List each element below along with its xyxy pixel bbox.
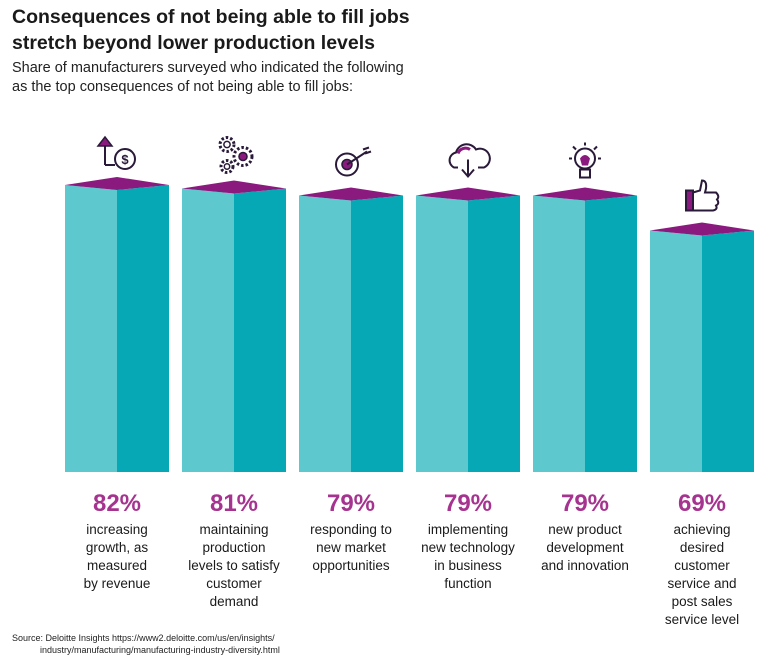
category-label-line: post sales <box>672 594 733 609</box>
chart-title-line-1: Consequences of not being able to fill j… <box>12 6 410 28</box>
category-label-line: implementing <box>428 522 508 537</box>
svg-text:$: $ <box>121 152 129 167</box>
bar-top-face <box>65 177 169 190</box>
bar-side-face <box>351 195 403 472</box>
bar-top-face <box>650 222 754 236</box>
bar-top-face <box>182 180 286 194</box>
target-icon <box>335 146 372 177</box>
category-label-line: by revenue <box>84 576 151 591</box>
gears-icon <box>218 136 254 174</box>
category-label-line: increasing <box>86 522 148 537</box>
cloud-download-icon <box>448 143 491 179</box>
category-label-line: demand <box>210 594 259 609</box>
category-label-line: desired <box>680 540 724 555</box>
category-label-line: maintaining <box>199 522 268 537</box>
source-line-1: Source: Deloitte Insights https://www2.d… <box>12 633 275 643</box>
category-label-line: service and <box>667 576 736 591</box>
category-label-line: new technology <box>421 540 515 555</box>
bar-side-face <box>234 188 286 472</box>
bar-side-face <box>117 185 169 472</box>
bar-value-label: 69% <box>678 490 726 517</box>
bar-top-face <box>416 187 520 201</box>
chart-title: Consequences of not being able to fill j… <box>12 4 572 56</box>
bar-value-label: 79% <box>444 490 492 517</box>
bar-side-face <box>468 195 520 472</box>
bar-group-6: 69% achieving desired customer service and po… <box>650 179 754 627</box>
category-label-line: development <box>546 540 624 555</box>
thumbs-up-icon <box>685 179 720 212</box>
bar-value-label: 79% <box>561 490 609 517</box>
category-label-line: function <box>444 576 491 591</box>
category-label-line: production <box>202 540 265 555</box>
source-line-2: industry/manufacturing/manufacturing-ind… <box>40 645 280 655</box>
category-label-line: responding to <box>310 522 392 537</box>
chart-subtitle-line-1: Share of manufacturers surveyed who indi… <box>12 60 404 76</box>
lightbulb-icon <box>569 142 601 179</box>
bar-value-label: 81% <box>210 490 258 517</box>
bar-front-face <box>533 195 585 472</box>
chart-subtitle: Share of manufacturers surveyed who indi… <box>12 59 482 97</box>
bar-front-face <box>65 185 117 472</box>
category-label-line: service level <box>665 612 739 627</box>
bar-front-face <box>182 188 234 472</box>
category-label-line: customer <box>674 558 730 573</box>
revenue-growth-icon: $ <box>96 135 136 170</box>
chart-title-line-2: stretch beyond lower production levels <box>12 32 375 54</box>
bar-front-face <box>416 195 468 472</box>
source-note: Source: Deloitte Insights https://www2.d… <box>12 632 572 656</box>
category-label-line: and innovation <box>541 558 629 573</box>
category-label-line: new product <box>548 522 622 537</box>
category-label-line: customer <box>206 576 262 591</box>
bar-value-label: 79% <box>327 490 375 517</box>
bar-side-face <box>702 230 754 472</box>
bar-group-4: 79% implementing new technology in business… <box>416 143 520 591</box>
category-label-line: in business <box>434 558 502 573</box>
bar-group-1: $82% increasing growth, as measured by reven… <box>65 135 169 591</box>
category-label-line: measured <box>87 558 147 573</box>
bar-group-5: 79% new product development and innovation <box>533 142 637 573</box>
category-label-line: growth, as <box>86 540 149 555</box>
chart-subtitle-line-2: as the top consequences of not being abl… <box>12 79 353 95</box>
bar-side-face <box>585 195 637 472</box>
category-label-line: levels to satisfy <box>188 558 280 573</box>
bar-value-label: 82% <box>93 490 141 517</box>
bar-group-2: 81% maintaining production levels to satisf… <box>182 136 286 609</box>
bar-top-face <box>299 187 403 201</box>
bar-group-3: 79% responding to new market opportunities <box>299 146 403 573</box>
bar-front-face <box>299 195 351 472</box>
category-label-line: achieving <box>673 522 730 537</box>
category-label-line: new market <box>316 540 386 555</box>
category-label-line: opportunities <box>312 558 390 573</box>
bar-front-face <box>650 230 702 472</box>
bar-top-face <box>533 187 637 201</box>
